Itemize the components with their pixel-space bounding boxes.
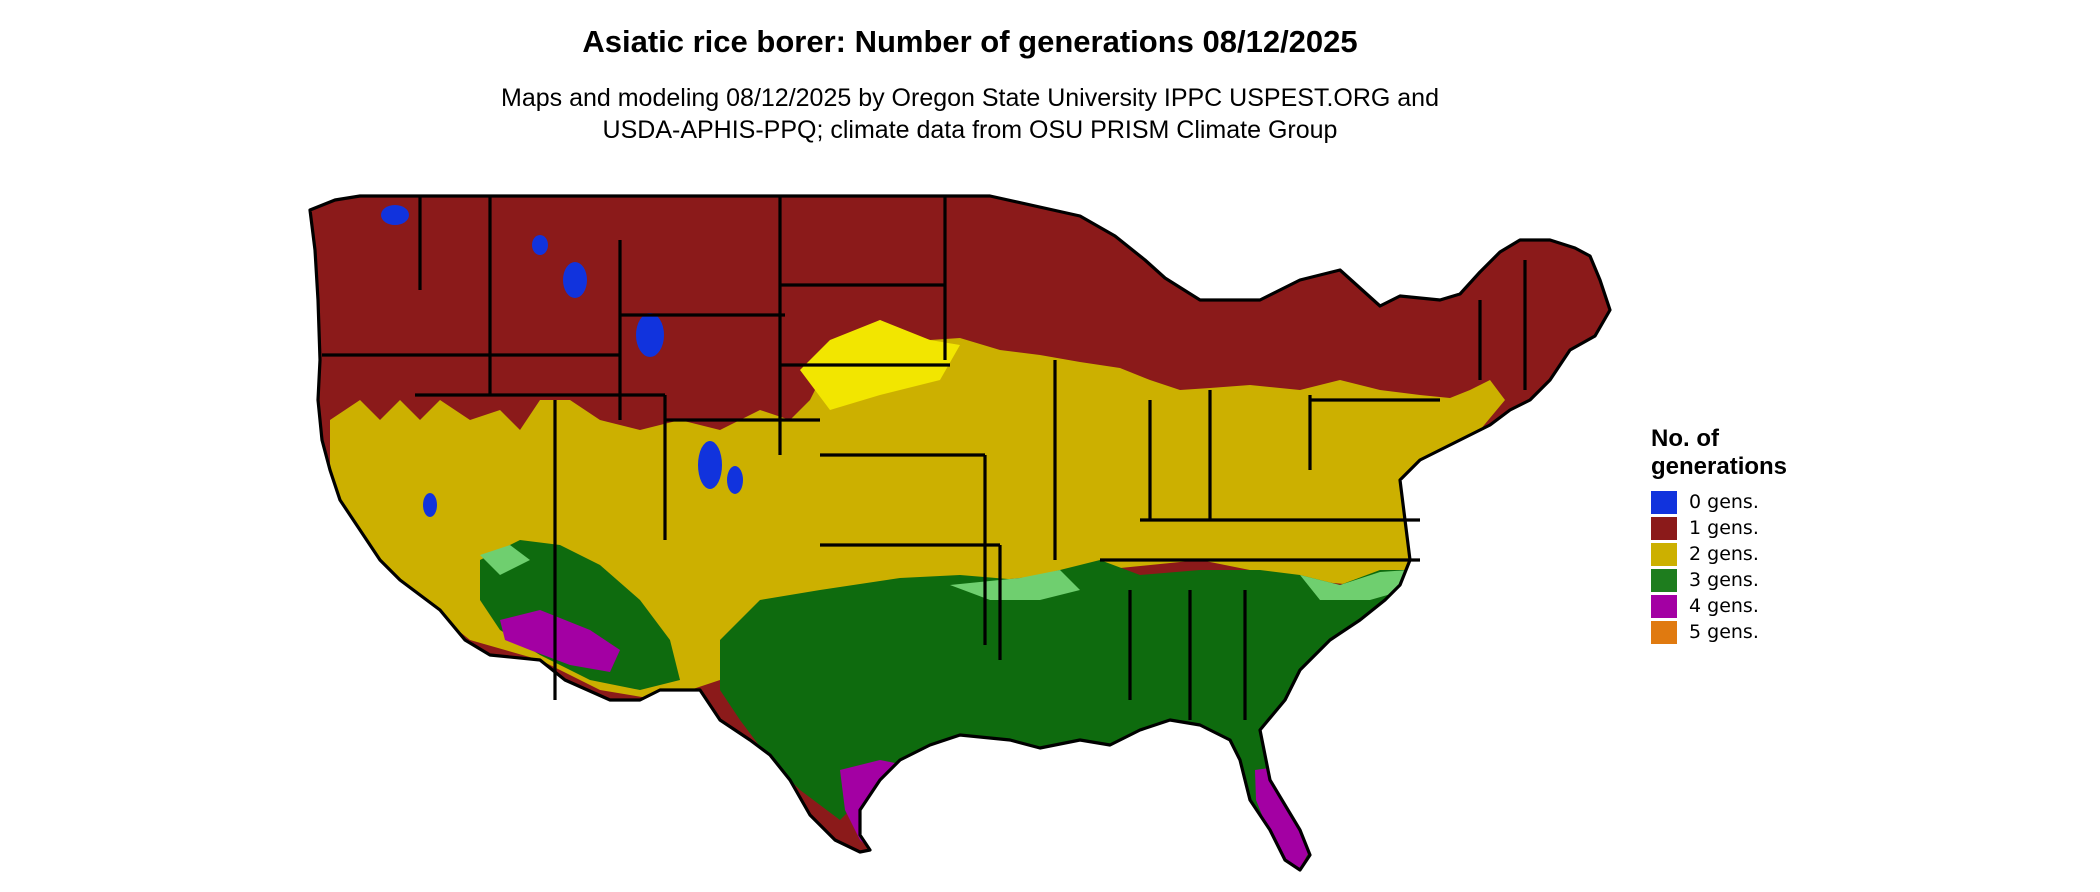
legend-swatch	[1651, 620, 1677, 644]
zone-0-gen-patches	[381, 205, 743, 517]
legend-label: 3 gens.	[1689, 569, 1759, 591]
legend-title-line-1: No. of	[1651, 425, 1719, 452]
legend-swatch	[1651, 542, 1677, 566]
legend-item: 5 gens.	[1651, 619, 1871, 645]
legend-item: 1 gens.	[1651, 515, 1871, 541]
legend-label: 4 gens.	[1689, 595, 1759, 617]
legend-item: 4 gens.	[1651, 593, 1871, 619]
generation-zones	[310, 196, 1610, 870]
state-borders	[308, 194, 1612, 872]
us-generations-map	[308, 194, 1612, 872]
map-subtitle: Maps and modeling 08/12/2025 by Oregon S…	[0, 82, 1940, 146]
map-title: Asiatic rice borer: Number of generation…	[582, 24, 1358, 59]
zone-3-gen-transition	[480, 545, 1412, 600]
legend-item: 2 gens.	[1651, 541, 1871, 567]
legend-swatch	[1651, 490, 1677, 514]
legend-item: 3 gens.	[1651, 567, 1871, 593]
legend-item: 0 gens.	[1651, 489, 1871, 515]
legend-label: 5 gens.	[1689, 621, 1759, 643]
legend-label: 2 gens.	[1689, 543, 1759, 565]
legend: No. of generations 0 gens. 1 gens. 2 gen…	[1651, 425, 1871, 645]
legend-title-line-2: generations	[1651, 453, 1788, 480]
zone-4-gen-arizona	[500, 610, 620, 672]
legend-label: 1 gens.	[1689, 517, 1759, 539]
legend-label: 0 gens.	[1689, 491, 1759, 513]
subtitle-line-2: USDA-APHIS-PPQ; climate data from OSU PR…	[602, 116, 1338, 144]
legend-swatch	[1651, 516, 1677, 540]
zone-3-gen-southwest	[480, 540, 680, 690]
legend-swatch	[1651, 568, 1677, 592]
subtitle-line-1: Maps and modeling 08/12/2025 by Oregon S…	[501, 84, 1439, 112]
legend-swatch	[1651, 594, 1677, 618]
legend-title: No. of generations	[1651, 425, 1871, 481]
